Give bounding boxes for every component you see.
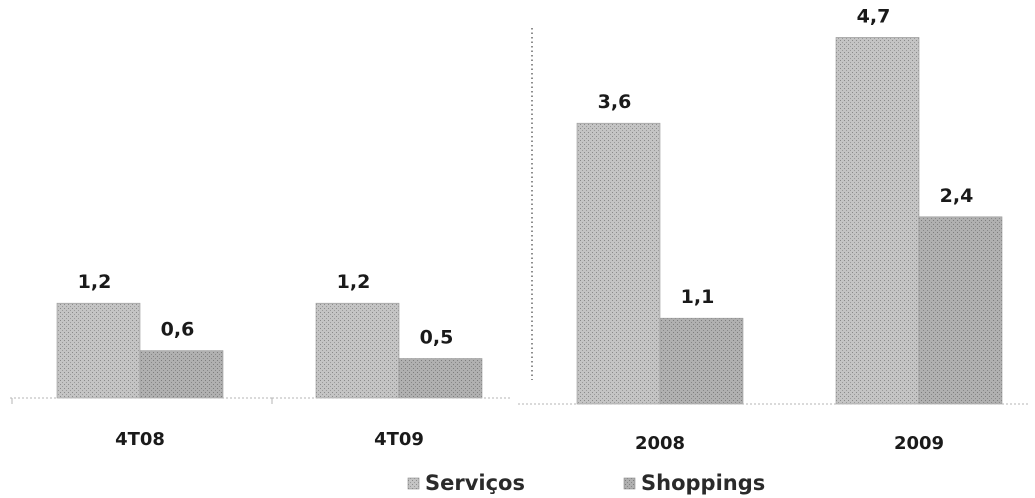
legend-swatch-servios: [407, 477, 420, 490]
category-label: 4T08: [115, 429, 165, 450]
labels-layer: 1,2 0,6 4T08 1,2 0,5 4T09 3,6 1,1 2008 4,7 2,4 2009: [78, 5, 974, 454]
bar-servios-2009: [835, 37, 920, 405]
value-label: 1,2: [337, 271, 371, 293]
bar-shoppings-4t09: [398, 358, 483, 399]
legend-label: Shoppings: [641, 471, 765, 495]
value-label: 0,5: [420, 327, 454, 349]
value-label: 1,1: [681, 286, 715, 308]
value-label: 1,2: [78, 271, 112, 293]
legend-swatch-shoppings: [623, 477, 636, 490]
category-label: 4T09: [374, 429, 424, 450]
bar-servios-4t08: [56, 302, 141, 399]
value-label: 4,7: [857, 5, 891, 27]
bar-shoppings-4t08: [139, 350, 224, 399]
value-label: 0,6: [161, 319, 195, 341]
value-label: 3,6: [598, 91, 632, 113]
bar-shoppings-2009: [918, 216, 1003, 405]
bar-servios-2008: [576, 122, 661, 405]
category-label: 2008: [635, 433, 685, 454]
bar-servios-4t09: [315, 302, 400, 399]
value-label: 2,4: [940, 185, 974, 207]
bar-shoppings-2008: [659, 317, 744, 405]
axes-layer: [10, 28, 1030, 405]
legend-label: Serviços: [425, 471, 525, 495]
bars-layer: [56, 37, 1003, 405]
category-label: 2009: [894, 433, 944, 454]
legend: Serviços Shoppings: [407, 471, 765, 495]
